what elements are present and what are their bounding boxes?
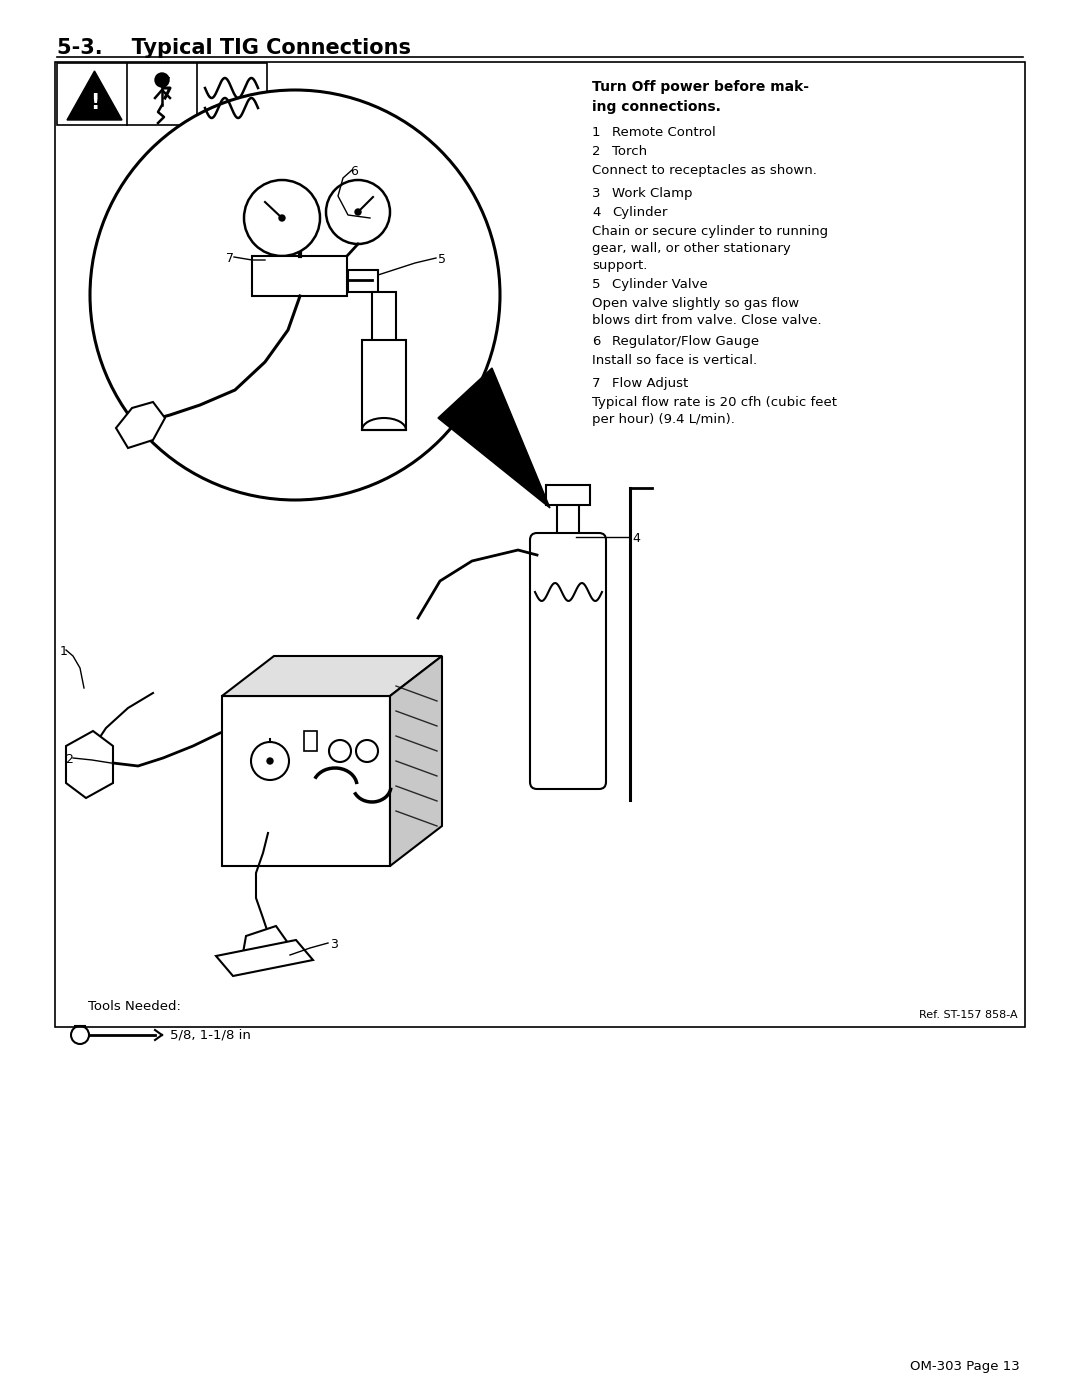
Text: 5: 5 <box>592 278 600 291</box>
Text: !: ! <box>90 94 99 113</box>
Text: Typical flow rate is 20 cfh (cubic feet
per hour) (9.4 L/min).: Typical flow rate is 20 cfh (cubic feet … <box>592 395 837 426</box>
Text: 5/8, 1-1/8 in: 5/8, 1-1/8 in <box>170 1028 251 1041</box>
Bar <box>557 503 579 543</box>
Polygon shape <box>438 367 550 509</box>
Circle shape <box>156 73 168 87</box>
Circle shape <box>90 89 500 500</box>
Polygon shape <box>390 657 442 866</box>
Text: 1: 1 <box>592 126 600 138</box>
Polygon shape <box>243 926 288 958</box>
Polygon shape <box>116 402 165 448</box>
Polygon shape <box>222 657 442 696</box>
Text: 4: 4 <box>592 205 600 219</box>
Bar <box>372 292 396 344</box>
Bar <box>546 485 590 504</box>
Text: 1: 1 <box>60 645 68 658</box>
Text: Work Clamp: Work Clamp <box>612 187 692 200</box>
Text: 3: 3 <box>330 937 338 951</box>
Text: Flow Adjust: Flow Adjust <box>612 377 688 390</box>
Bar <box>362 339 406 430</box>
Text: Cylinder Valve: Cylinder Valve <box>612 278 707 291</box>
Bar <box>348 270 378 292</box>
Polygon shape <box>222 696 390 866</box>
Text: 6: 6 <box>350 165 357 177</box>
Text: Install so face is vertical.: Install so face is vertical. <box>592 353 757 367</box>
Text: Remote Control: Remote Control <box>612 126 716 138</box>
Text: 6: 6 <box>592 335 600 348</box>
Text: 7: 7 <box>592 377 600 390</box>
Text: 2: 2 <box>592 145 600 158</box>
Polygon shape <box>66 731 113 798</box>
Text: Cylinder: Cylinder <box>612 205 667 219</box>
Text: 4: 4 <box>632 532 639 545</box>
Text: Open valve slightly so gas flow
blows dirt from valve. Close valve.: Open valve slightly so gas flow blows di… <box>592 298 822 327</box>
Text: Regulator/Flow Gauge: Regulator/Flow Gauge <box>612 335 759 348</box>
Text: Turn Off power before mak-
ing connections.: Turn Off power before mak- ing connectio… <box>592 80 809 113</box>
Polygon shape <box>67 71 122 120</box>
Text: Tools Needed:: Tools Needed: <box>87 1000 180 1013</box>
Text: 7: 7 <box>226 251 234 265</box>
Bar <box>252 256 347 296</box>
Bar <box>303 731 318 752</box>
FancyBboxPatch shape <box>530 534 606 789</box>
Bar <box>55 61 1025 1027</box>
Text: Chain or secure cylinder to running
gear, wall, or other stationary
support.: Chain or secure cylinder to running gear… <box>592 225 828 272</box>
Text: Torch: Torch <box>612 145 647 158</box>
Polygon shape <box>216 940 313 977</box>
Text: 3: 3 <box>592 187 600 200</box>
Text: OM-303 Page 13: OM-303 Page 13 <box>910 1361 1020 1373</box>
Circle shape <box>279 215 285 221</box>
Circle shape <box>267 759 273 764</box>
Text: Connect to receptacles as shown.: Connect to receptacles as shown. <box>592 163 816 177</box>
Bar <box>57 63 267 124</box>
Circle shape <box>355 210 361 215</box>
Text: 5: 5 <box>438 253 446 265</box>
Text: Ref. ST-157 858-A: Ref. ST-157 858-A <box>919 1010 1018 1020</box>
Text: 2: 2 <box>65 753 72 766</box>
Text: 5-3.    Typical TIG Connections: 5-3. Typical TIG Connections <box>57 38 411 59</box>
